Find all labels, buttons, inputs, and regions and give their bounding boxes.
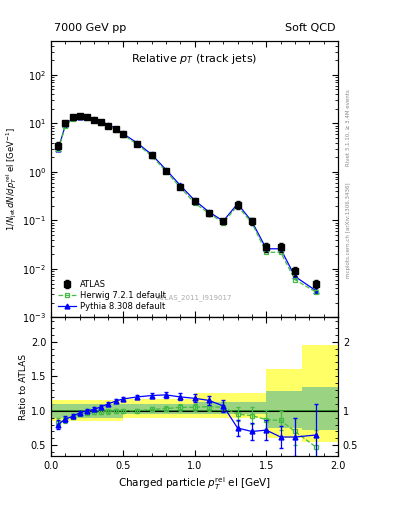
Pythia 8.308 default: [207, 209, 211, 215]
Pythia 8.308 default: [63, 122, 68, 128]
Herwig 7.2.1 default: [207, 210, 211, 217]
Legend: ATLAS, Herwig 7.2.1 default, Pythia 8.308 default: ATLAS, Herwig 7.2.1 default, Pythia 8.30…: [55, 277, 169, 313]
Herwig 7.2.1 default: [278, 249, 283, 255]
Herwig 7.2.1 default: [221, 220, 226, 226]
Pythia 8.308 default: [70, 115, 75, 121]
Pythia 8.308 default: [192, 197, 197, 203]
Pythia 8.308 default: [99, 119, 104, 125]
Herwig 7.2.1 default: [99, 120, 104, 126]
Text: 7000 GeV pp: 7000 GeV pp: [54, 23, 126, 33]
Pythia 8.308 default: [314, 288, 319, 294]
Herwig 7.2.1 default: [149, 153, 154, 159]
X-axis label: Charged particle $p_T^{\rm rel}$ el [GeV]: Charged particle $p_T^{\rm rel}$ el [GeV…: [118, 475, 271, 492]
Herwig 7.2.1 default: [63, 123, 68, 129]
Pythia 8.308 default: [77, 114, 82, 120]
Pythia 8.308 default: [278, 246, 283, 252]
Line: Herwig 7.2.1 default: Herwig 7.2.1 default: [56, 115, 319, 295]
Pythia 8.308 default: [135, 140, 140, 146]
Herwig 7.2.1 default: [106, 123, 111, 129]
Pythia 8.308 default: [221, 218, 226, 224]
Y-axis label: Ratio to ATLAS: Ratio to ATLAS: [19, 354, 28, 419]
Pythia 8.308 default: [149, 151, 154, 157]
Herwig 7.2.1 default: [56, 146, 61, 153]
Pythia 8.308 default: [250, 219, 254, 225]
Text: ATLAS_2011_I919017: ATLAS_2011_I919017: [157, 294, 232, 301]
Pythia 8.308 default: [292, 273, 298, 280]
Pythia 8.308 default: [92, 116, 97, 122]
Pythia 8.308 default: [84, 114, 89, 120]
Herwig 7.2.1 default: [264, 249, 269, 255]
Pythia 8.308 default: [120, 131, 125, 137]
Herwig 7.2.1 default: [250, 220, 254, 226]
Herwig 7.2.1 default: [135, 141, 140, 147]
Pythia 8.308 default: [264, 246, 269, 252]
Herwig 7.2.1 default: [163, 168, 168, 174]
Herwig 7.2.1 default: [120, 132, 125, 138]
Herwig 7.2.1 default: [235, 203, 240, 209]
Herwig 7.2.1 default: [178, 184, 183, 190]
Text: Soft QCD: Soft QCD: [285, 23, 335, 33]
Pythia 8.308 default: [163, 166, 168, 173]
Herwig 7.2.1 default: [292, 276, 298, 283]
Herwig 7.2.1 default: [70, 116, 75, 122]
Pythia 8.308 default: [178, 182, 183, 188]
Herwig 7.2.1 default: [84, 115, 89, 121]
Text: Relative $p_T$ (track jets): Relative $p_T$ (track jets): [131, 52, 258, 66]
Pythia 8.308 default: [56, 146, 61, 152]
Herwig 7.2.1 default: [77, 114, 82, 120]
Herwig 7.2.1 default: [314, 289, 319, 295]
Herwig 7.2.1 default: [192, 200, 197, 206]
Pythia 8.308 default: [235, 201, 240, 207]
Line: Pythia 8.308 default: Pythia 8.308 default: [56, 114, 319, 293]
Text: mcplots.cern.ch [arXiv:1306.3436]: mcplots.cern.ch [arXiv:1306.3436]: [346, 183, 351, 278]
Text: Rivet 3.1.10, ≥ 3.4M events: Rivet 3.1.10, ≥ 3.4M events: [346, 90, 351, 166]
Pythia 8.308 default: [113, 125, 118, 132]
Pythia 8.308 default: [106, 122, 111, 128]
Herwig 7.2.1 default: [92, 117, 97, 123]
Y-axis label: $1/N_{\rm jet}\,dN/dp_T^{\rm rel}$ el [GeV$^{-1}$]: $1/N_{\rm jet}\,dN/dp_T^{\rm rel}$ el [G…: [5, 127, 20, 231]
Herwig 7.2.1 default: [113, 126, 118, 133]
